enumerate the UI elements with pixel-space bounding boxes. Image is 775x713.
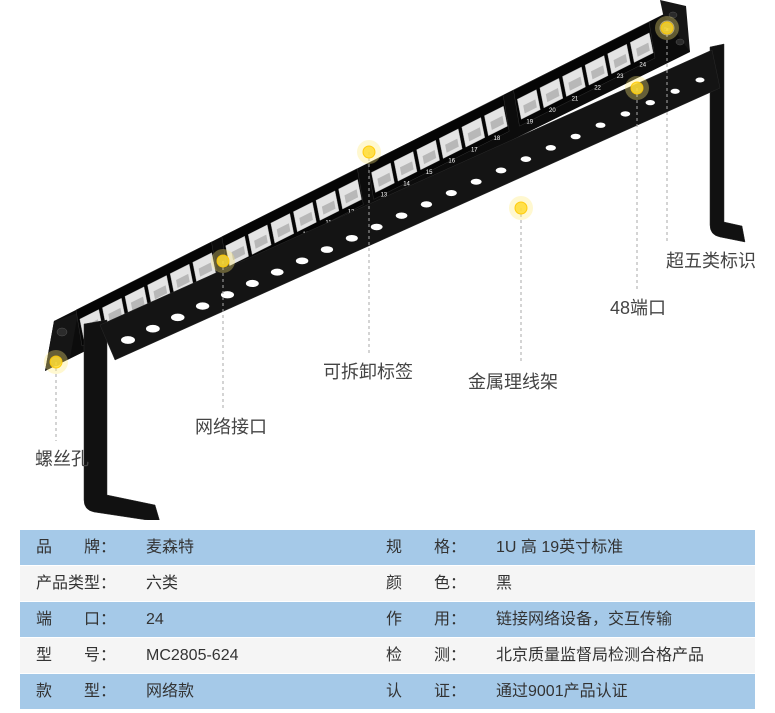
spec-label: 规 格： <box>370 530 496 565</box>
spec-label: 检 测： <box>370 638 496 673</box>
spec-label: 产品类型： <box>20 566 146 601</box>
spec-value: MC2805-624 <box>146 638 239 673</box>
svg-text:16: 16 <box>448 159 455 165</box>
svg-text:19: 19 <box>526 119 533 125</box>
spec-cell-left: 款 型：网络款 <box>20 674 370 709</box>
spec-row: 产品类型：六类颜 色：黑 <box>20 566 755 601</box>
spec-value: 北京质量监督局检测合格产品 <box>496 638 704 673</box>
spec-cell-left: 型 号：MC2805-624 <box>20 638 370 673</box>
svg-text:15: 15 <box>426 170 433 176</box>
svg-text:21: 21 <box>572 97 579 103</box>
callout-port: 网络接口 <box>195 413 267 439</box>
spec-label: 认 证： <box>370 674 496 709</box>
callout-screw: 螺丝孔 <box>35 445 89 471</box>
spec-row: 品 牌：麦森特规 格：1U 高 19英寸标准 <box>20 530 755 565</box>
spec-value: 链接网络设备，交互传输 <box>496 602 672 637</box>
spec-value: 六类 <box>146 566 178 601</box>
callout-cable-mgr: 金属理线架 <box>468 368 558 394</box>
spec-cell-right: 认 证：通过9001产品认证 <box>370 674 755 709</box>
svg-text:17: 17 <box>471 147 478 153</box>
product-diagram: 5e 1234567891011121314151617181920212223… <box>0 0 775 520</box>
spec-cell-right: 规 格：1U 高 19英寸标准 <box>370 530 755 565</box>
svg-text:24: 24 <box>639 63 646 69</box>
svg-text:23: 23 <box>617 74 624 80</box>
spec-label: 品 牌： <box>20 530 146 565</box>
spec-value: 黑 <box>496 566 512 601</box>
spec-cell-left: 产品类型：六类 <box>20 566 370 601</box>
spec-value: 麦森特 <box>146 530 194 565</box>
spec-row: 端 口：24作 用：链接网络设备，交互传输 <box>20 602 755 637</box>
spec-label: 款 型： <box>20 674 146 709</box>
spec-table: 品 牌：麦森特规 格：1U 高 19英寸标准产品类型：六类颜 色：黑端 口：24… <box>20 530 755 710</box>
diagram-svg: 5e 1234567891011121314151617181920212223… <box>0 0 775 520</box>
svg-text:20: 20 <box>549 108 556 114</box>
spec-cell-right: 作 用：链接网络设备，交互传输 <box>370 602 755 637</box>
callout-tag: 可拆卸标签 <box>323 358 413 384</box>
spec-cell-right: 颜 色：黑 <box>370 566 755 601</box>
spec-label: 颜 色： <box>370 566 496 601</box>
callout-cat5e: 超五类标识 <box>666 247 756 273</box>
spec-row: 型 号：MC2805-624检 测：北京质量监督局检测合格产品 <box>20 638 755 673</box>
spec-value: 网络款 <box>146 674 194 709</box>
svg-text:18: 18 <box>494 136 501 142</box>
callout-port48: 48端口 <box>610 294 666 320</box>
spec-cell-left: 端 口：24 <box>20 602 370 637</box>
spec-value: 1U 高 19英寸标准 <box>496 530 623 565</box>
svg-text:22: 22 <box>594 85 601 91</box>
spec-value: 通过9001产品认证 <box>496 674 628 709</box>
spec-label: 端 口： <box>20 602 146 637</box>
spec-cell-left: 品 牌：麦森特 <box>20 530 370 565</box>
spec-value: 24 <box>146 602 164 637</box>
spec-label: 型 号： <box>20 638 146 673</box>
spec-cell-right: 检 测：北京质量监督局检测合格产品 <box>370 638 755 673</box>
spec-label: 作 用： <box>370 602 496 637</box>
spec-row: 款 型：网络款认 证：通过9001产品认证 <box>20 674 755 709</box>
